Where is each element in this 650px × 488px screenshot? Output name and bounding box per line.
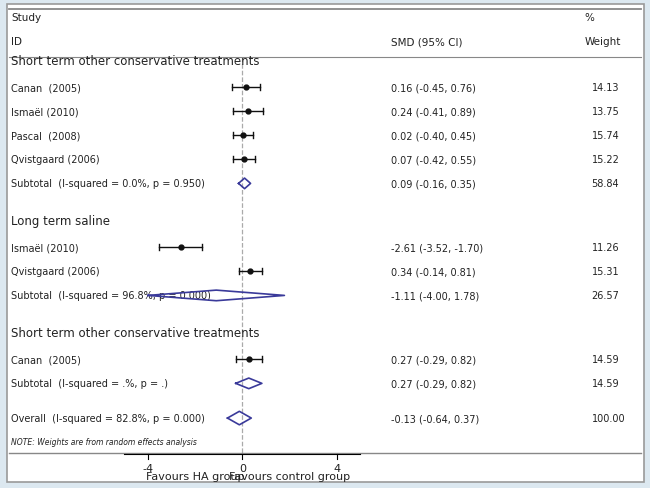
Text: 0.27 (-0.29, 0.82): 0.27 (-0.29, 0.82) [391, 379, 476, 388]
Text: 0.34 (-0.14, 0.81): 0.34 (-0.14, 0.81) [391, 267, 476, 277]
Text: Ismaël (2010): Ismaël (2010) [11, 107, 79, 117]
Text: Canan  (2005): Canan (2005) [11, 83, 81, 93]
Text: 14.59: 14.59 [592, 355, 619, 365]
Text: -4: -4 [142, 463, 153, 473]
Text: 26.57: 26.57 [592, 291, 619, 301]
Text: 15.22: 15.22 [592, 155, 619, 165]
Text: Ismaël (2010): Ismaël (2010) [11, 243, 79, 253]
Text: 11.26: 11.26 [592, 243, 619, 253]
Text: 14.59: 14.59 [592, 379, 619, 388]
Text: 100.00: 100.00 [592, 413, 625, 423]
Text: 0.02 (-0.40, 0.45): 0.02 (-0.40, 0.45) [391, 131, 476, 141]
Text: 0.07 (-0.42, 0.55): 0.07 (-0.42, 0.55) [391, 155, 476, 165]
Text: 0.24 (-0.41, 0.89): 0.24 (-0.41, 0.89) [391, 107, 476, 117]
Text: 0.09 (-0.16, 0.35): 0.09 (-0.16, 0.35) [391, 179, 476, 189]
Text: Short term other conservative treatments: Short term other conservative treatments [11, 326, 260, 340]
Text: Favours HA group: Favours HA group [146, 471, 244, 481]
Text: ID: ID [11, 37, 22, 47]
Text: Favours control group: Favours control group [229, 471, 350, 481]
Text: 14.13: 14.13 [592, 83, 619, 93]
Text: Canan  (2005): Canan (2005) [11, 355, 81, 365]
Text: 58.84: 58.84 [592, 179, 619, 189]
Text: -0.13 (-0.64, 0.37): -0.13 (-0.64, 0.37) [391, 413, 479, 423]
Text: Pascal  (2008): Pascal (2008) [11, 131, 81, 141]
Text: -2.61 (-3.52, -1.70): -2.61 (-3.52, -1.70) [391, 243, 483, 253]
Text: 0: 0 [239, 463, 246, 473]
Text: Short term other conservative treatments: Short term other conservative treatments [11, 55, 260, 68]
Text: Qvistgaard (2006): Qvistgaard (2006) [11, 267, 100, 277]
Text: SMD (95% CI): SMD (95% CI) [391, 37, 463, 47]
Text: Long term saline: Long term saline [11, 215, 111, 228]
Text: 0.27 (-0.29, 0.82): 0.27 (-0.29, 0.82) [391, 355, 476, 365]
Text: 15.31: 15.31 [592, 267, 619, 277]
Text: Subtotal  (I-squared = 96.8%, p = 0.000): Subtotal (I-squared = 96.8%, p = 0.000) [11, 291, 211, 301]
Text: Weight: Weight [584, 37, 621, 47]
Text: 15.74: 15.74 [592, 131, 619, 141]
Text: Subtotal  (I-squared = 0.0%, p = 0.950): Subtotal (I-squared = 0.0%, p = 0.950) [11, 179, 205, 189]
Text: 0.16 (-0.45, 0.76): 0.16 (-0.45, 0.76) [391, 83, 476, 93]
Text: %: % [584, 13, 594, 23]
Text: Study: Study [11, 13, 42, 23]
Text: NOTE: Weights are from random effects analysis: NOTE: Weights are from random effects an… [11, 437, 197, 447]
Text: Overall  (I-squared = 82.8%, p = 0.000): Overall (I-squared = 82.8%, p = 0.000) [11, 413, 205, 423]
Text: 4: 4 [333, 463, 341, 473]
Text: 13.75: 13.75 [592, 107, 619, 117]
Text: -1.11 (-4.00, 1.78): -1.11 (-4.00, 1.78) [391, 291, 479, 301]
Text: Subtotal  (I-squared = .%, p = .): Subtotal (I-squared = .%, p = .) [11, 379, 168, 388]
Text: Qvistgaard (2006): Qvistgaard (2006) [11, 155, 100, 165]
